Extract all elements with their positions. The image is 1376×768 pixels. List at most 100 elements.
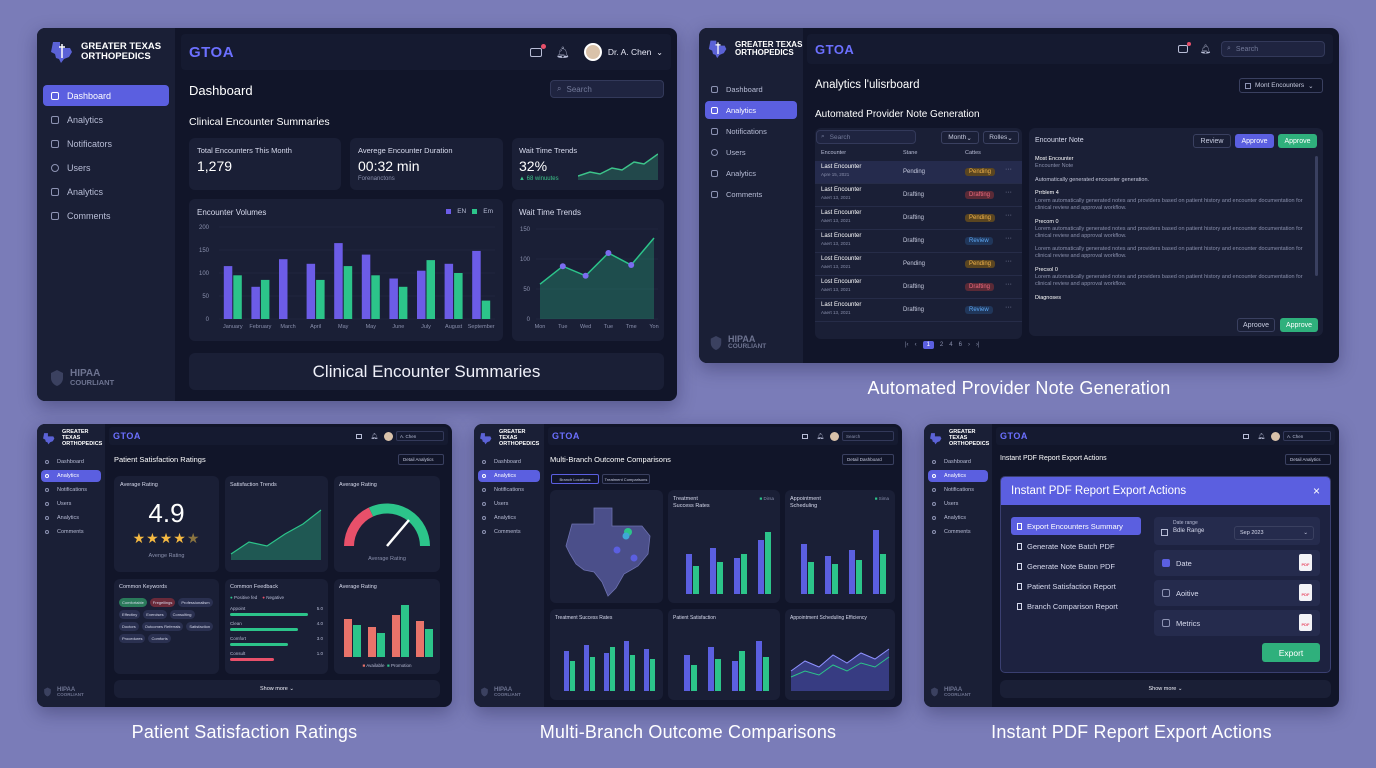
nav-analytics-2[interactable]: Analytics xyxy=(41,512,101,524)
mail-icon[interactable] xyxy=(356,433,363,439)
table-row[interactable]: Last Encounter Aaert 13, 2021 Drafting Revi… xyxy=(815,299,1022,322)
table-row[interactable]: Last Encounter Aaert 13, 2021 Drafting Revi… xyxy=(815,230,1022,253)
avatar[interactable] xyxy=(384,431,393,441)
keyword-chip[interactable]: Procedures xyxy=(119,634,146,643)
avatar[interactable] xyxy=(830,431,839,441)
next-page-icon[interactable]: › xyxy=(967,342,970,348)
table-row[interactable]: Lost Encounter Aaert 13, 2021 Drafting Draf… xyxy=(815,276,1022,299)
nav-analytics-2[interactable]: Analytics xyxy=(478,512,540,524)
keyword-chip[interactable]: Professionalism xyxy=(178,598,213,607)
approve-outline-button[interactable]: Aproove xyxy=(1237,318,1275,332)
bell-icon[interactable]: 🔔︎ xyxy=(1257,433,1265,440)
report-item[interactable]: Branch Comparison Report xyxy=(1011,597,1141,615)
more-icon[interactable]: ··· xyxy=(1005,281,1012,288)
export-option[interactable]: Aoitive PDF xyxy=(1154,580,1320,606)
mail-icon[interactable] xyxy=(529,43,546,57)
export-option[interactable]: Date PDF xyxy=(1154,550,1320,576)
page-4[interactable]: 4 xyxy=(949,342,953,348)
note-scrollbar[interactable] xyxy=(1315,156,1318,276)
nav-users[interactable]: Users xyxy=(478,498,540,510)
nav-comments[interactable]: Comments xyxy=(478,526,540,538)
table-search[interactable]: ⌕ Search xyxy=(816,130,916,144)
nav-notifications[interactable]: Notifications xyxy=(928,484,988,496)
nav-notifications[interactable]: Notificators xyxy=(43,133,169,154)
nav-analytics[interactable]: Analytics xyxy=(41,470,101,482)
more-icon[interactable]: ··· xyxy=(1005,166,1012,173)
user-menu[interactable]: A. Chen xyxy=(396,431,444,441)
month-filter-button[interactable]: Month ⌄ xyxy=(941,131,979,144)
review-button[interactable]: Review xyxy=(1193,134,1231,148)
mail-icon[interactable] xyxy=(1177,42,1191,53)
keyword-chip[interactable]: Outcomes Referrals xyxy=(141,622,184,631)
nav-notifications[interactable]: Notifications xyxy=(41,484,101,496)
filter-dropdown[interactable]: Detail Analytics xyxy=(398,454,444,465)
nav-dashboard[interactable]: Dashboard xyxy=(41,456,101,468)
first-page-icon[interactable]: |‹ xyxy=(905,342,909,348)
more-icon[interactable]: ··· xyxy=(1005,304,1012,311)
nav-notifications[interactable]: Notifications xyxy=(478,484,540,496)
show-more-button[interactable]: Show more ⌄ xyxy=(1000,680,1331,698)
more-icon[interactable]: ··· xyxy=(1005,189,1012,196)
export-button[interactable]: Export xyxy=(1262,643,1320,662)
mail-icon[interactable] xyxy=(1243,433,1250,439)
report-item[interactable]: Generate Note Batch PDF xyxy=(1011,537,1141,555)
prev-page-icon[interactable]: ‹ xyxy=(914,342,917,348)
page-6[interactable]: 6 xyxy=(958,342,962,348)
more-icon[interactable]: ··· xyxy=(1005,235,1012,242)
nav-analytics-2[interactable]: Analytics xyxy=(928,512,988,524)
user-name[interactable]: Dr. A. Chen xyxy=(607,47,652,57)
more-icon[interactable]: ··· xyxy=(1005,212,1012,219)
tab-treatment-comparisons[interactable]: Treatment Comparisons xyxy=(602,474,650,484)
checkbox[interactable] xyxy=(1162,619,1170,627)
keyword-chip[interactable]: Satisfaction xyxy=(186,622,214,631)
nav-users[interactable]: Users xyxy=(928,498,988,510)
nav-users[interactable]: Users xyxy=(705,143,797,161)
checkbox[interactable] xyxy=(1162,559,1170,567)
chevron-down-icon[interactable]: ⌄ xyxy=(656,47,663,57)
nav-analytics-2[interactable]: Analytics xyxy=(705,164,797,182)
approve-final-button[interactable]: Approve xyxy=(1280,318,1318,332)
close-icon[interactable]: × xyxy=(1312,484,1320,498)
last-page-icon[interactable]: ›| xyxy=(975,342,980,348)
keyword-chip[interactable]: Comforts xyxy=(148,634,171,643)
more-icon[interactable]: ··· xyxy=(1005,258,1012,265)
search-input[interactable]: ⌕ Search xyxy=(550,80,664,98)
table-row[interactable]: Last Encounter Aaert 13, 2021 Drafting Draf… xyxy=(815,184,1022,207)
search-input[interactable]: Search xyxy=(842,431,894,441)
report-item[interactable]: Patient Satisfaction Report xyxy=(1011,577,1141,595)
bell-icon[interactable]: 🔔︎ xyxy=(370,433,378,440)
approve-button[interactable]: Approve xyxy=(1235,134,1274,148)
bell-icon[interactable]: 🔔︎ xyxy=(555,46,570,59)
nav-comments[interactable]: Comments xyxy=(928,526,988,538)
table-row[interactable]: Last Encounter Aaert 13, 2021 Drafting Pend… xyxy=(815,207,1022,230)
report-item[interactable]: Generate Note Baton PDF xyxy=(1011,557,1141,575)
nav-comments[interactable]: Comments xyxy=(43,205,169,226)
approve-green-button[interactable]: Approve xyxy=(1278,134,1317,148)
page-2[interactable]: 2 xyxy=(939,342,944,348)
nav-dashboard[interactable]: Dashboard xyxy=(705,80,797,98)
filter-dropdown[interactable]: Mont Encounters ⌄ xyxy=(1239,78,1323,93)
search-input[interactable]: ⌕ Search xyxy=(1221,41,1325,57)
date-to-input[interactable]: Sep 2023 ⌄ xyxy=(1234,526,1314,540)
keyword-chip[interactable]: Consulting xyxy=(169,610,195,619)
nav-analytics[interactable]: Analytics xyxy=(43,109,169,130)
keyword-chip[interactable]: Exercises xyxy=(143,610,167,619)
nav-comments[interactable]: Comments xyxy=(41,526,101,538)
tab-branch-locations[interactable]: Branch Locations xyxy=(551,474,599,484)
keyword-chip[interactable]: Comfortable xyxy=(119,598,147,607)
table-row[interactable]: Last Encounter Apre 15, 2021 Pending Pendin… xyxy=(815,161,1022,184)
page-1[interactable]: 1 xyxy=(922,341,934,349)
checkbox[interactable] xyxy=(1162,589,1170,597)
date-from-input[interactable]: Bdle Range xyxy=(1173,528,1205,534)
filter-dropdown[interactable]: Detail Dashboard xyxy=(842,454,894,465)
show-more-button[interactable]: Show more ⌄ xyxy=(114,680,440,698)
table-row[interactable]: Lost Encounter Aaert 13, 2021 Pending Pendi… xyxy=(815,253,1022,276)
mail-icon[interactable] xyxy=(802,433,809,439)
nav-users[interactable]: Users xyxy=(41,498,101,510)
nav-notifications[interactable]: Notifications xyxy=(705,122,797,140)
keyword-chip[interactable]: Doctors xyxy=(119,622,139,631)
avatar[interactable] xyxy=(583,43,602,61)
nav-analytics[interactable]: Analytics xyxy=(928,470,988,482)
nav-comments[interactable]: Comments xyxy=(705,185,797,203)
nav-analytics[interactable]: Analytics xyxy=(478,470,540,482)
